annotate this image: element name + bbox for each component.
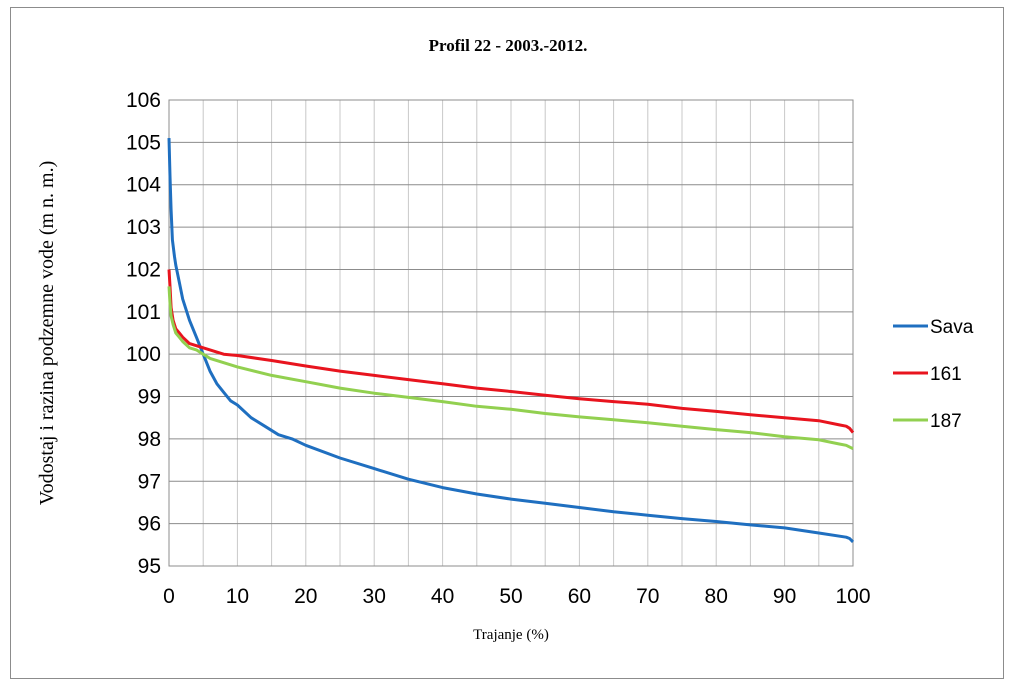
legend-label-187: 187	[930, 411, 962, 432]
legend-label-sava: Sava	[930, 317, 974, 338]
legend-label-161: 161	[930, 364, 962, 385]
x-tick-label: 50	[499, 585, 522, 608]
axes	[168, 99, 854, 567]
chart-frame	[10, 7, 1004, 679]
tick-labels: 95 96 97 98 99 100 101 102 103 104 105 106 0 10 20 30 40…	[126, 89, 871, 608]
x-tick-label: 90	[773, 585, 796, 608]
chart-title: Profil 22 - 2003.-2012.	[428, 36, 588, 55]
x-tick-label: 20	[294, 585, 317, 608]
x-tick-label: 60	[568, 585, 591, 608]
grid	[168, 99, 854, 567]
y-tick-label: 101	[126, 301, 161, 324]
x-tick-label: 80	[705, 585, 728, 608]
series-line-161	[167, 269, 855, 434]
series-line-sava	[167, 138, 855, 543]
y-tick-label: 105	[126, 131, 161, 154]
y-tick-label: 106	[126, 89, 161, 112]
x-tick-label: 10	[226, 585, 249, 608]
y-tick-label: 99	[138, 386, 161, 409]
y-tick-label: 103	[126, 216, 161, 239]
series-lines	[167, 138, 855, 543]
y-tick-label: 102	[126, 258, 161, 281]
x-axis-label: Trajanje (%)	[473, 627, 549, 643]
x-tick-label: 100	[835, 585, 870, 608]
x-tick-label: 40	[431, 585, 454, 608]
series-line-187	[167, 286, 854, 451]
y-tick-label: 97	[138, 470, 161, 493]
y-tick-label: 100	[126, 343, 161, 366]
y-tick-label: 98	[138, 428, 161, 451]
x-tick-label: 0	[163, 585, 175, 608]
x-tick-label: 30	[363, 585, 386, 608]
plot-area	[168, 99, 854, 567]
legend: Sava 161 187	[893, 317, 974, 432]
y-tick-label: 104	[126, 174, 161, 197]
y-tick-label: 95	[138, 555, 161, 578]
y-tick-label: 96	[138, 513, 161, 536]
x-tick-label: 70	[636, 585, 659, 608]
y-axis-label: Vodostaj i razina podzemne vode (m n. m.…	[36, 161, 58, 506]
